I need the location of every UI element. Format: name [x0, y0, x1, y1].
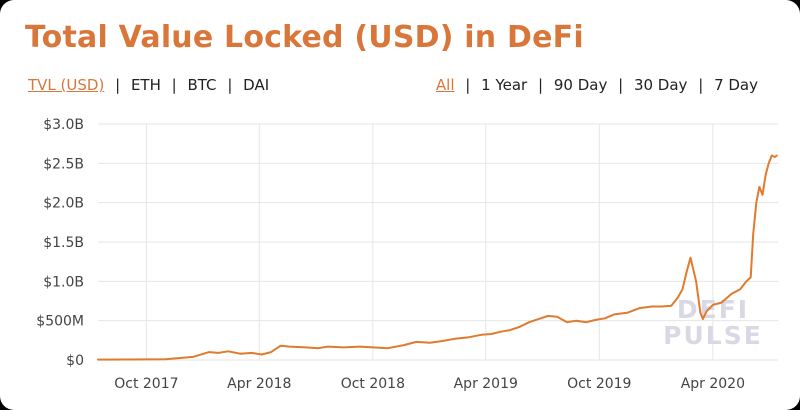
- metric-toggle-group: TVL (USD) | ETH | BTC | DAI: [28, 76, 269, 94]
- watermark-line2: PULSE: [663, 321, 763, 350]
- y-axis: $0 $500M $1.0B $1.5B $2.0B $2.5B $3.0B: [36, 117, 84, 369]
- x-axis: Oct 2017 Apr 2018 Oct 2018 Apr 2019 Oct 2019…: [114, 376, 745, 392]
- x-tick-label: Apr 2020: [681, 376, 745, 392]
- separator: |: [115, 76, 121, 94]
- y-tick-label: $1.5B: [43, 235, 84, 251]
- separator: |: [538, 76, 544, 94]
- x-tick-label: Oct 2019: [567, 376, 631, 392]
- range-toggle-1-year[interactable]: 1 Year: [481, 76, 528, 94]
- separator: |: [227, 76, 233, 94]
- range-toggle-group: All | 1 Year | 90 Day | 30 Day | 7 Day: [436, 76, 758, 94]
- series-line: [97, 154, 778, 361]
- separator: |: [171, 76, 177, 94]
- x-tick-label: Apr 2018: [227, 376, 291, 392]
- y-tick-label: $1.0B: [43, 274, 84, 290]
- y-tick-label: $2.5B: [43, 156, 84, 172]
- range-toggle-90-day[interactable]: 90 Day: [553, 76, 608, 94]
- y-tick-label: $500M: [36, 314, 84, 330]
- y-tick-label: $2.0B: [43, 196, 84, 212]
- x-tick-label: Apr 2019: [454, 376, 518, 392]
- range-toggle-7-day[interactable]: 7 Day: [714, 76, 758, 94]
- separator: |: [698, 76, 704, 94]
- y-tick-label: $0: [66, 353, 84, 369]
- x-tick-label: Oct 2018: [341, 376, 405, 392]
- watermark: DEFI PULSE: [663, 295, 763, 350]
- metric-toggle-btc[interactable]: BTC: [187, 76, 217, 94]
- x-tick-label: Oct 2017: [114, 376, 178, 392]
- metric-toggle-eth[interactable]: ETH: [130, 76, 161, 94]
- y-tick-label: $3.0B: [43, 117, 84, 133]
- separator: |: [618, 76, 624, 94]
- range-toggle-30-day[interactable]: 30 Day: [633, 76, 688, 94]
- series-layer: [97, 154, 778, 361]
- chart-grid: [98, 123, 778, 361]
- metric-toggle-tvl[interactable]: TVL (USD): [28, 76, 105, 94]
- page-title: Total Value Locked (USD) in DeFi: [25, 20, 584, 55]
- range-toggle-all[interactable]: All: [435, 76, 455, 94]
- metric-toggle-dai[interactable]: DAI: [243, 76, 270, 94]
- watermark-line1: DEFI: [677, 295, 749, 324]
- separator: |: [465, 76, 471, 94]
